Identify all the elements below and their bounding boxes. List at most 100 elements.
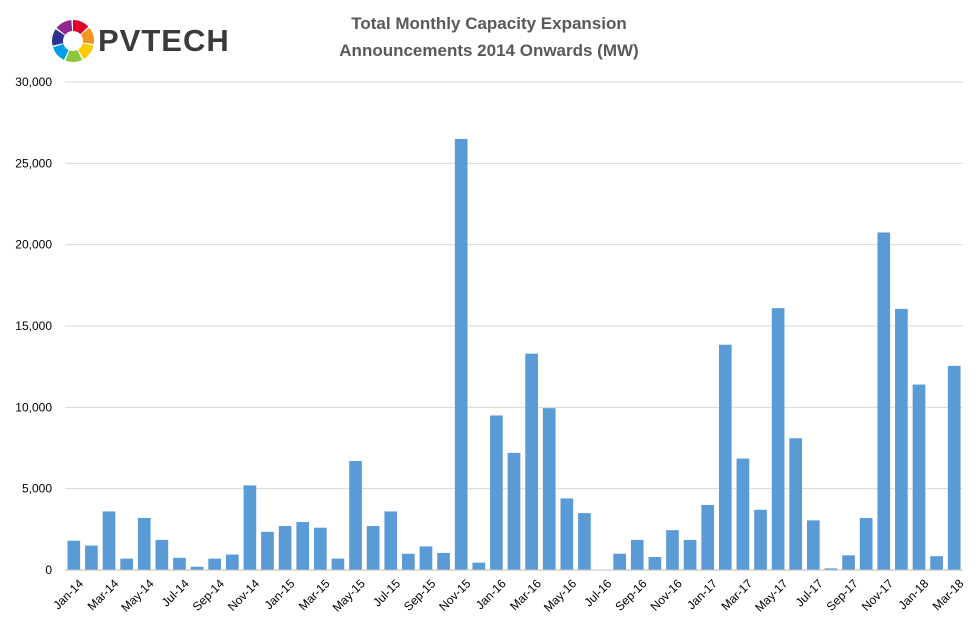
bar-Jan-14 [67, 540, 81, 570]
logo-graphic: PVTECH [52, 20, 230, 62]
bar-Aug-15 [402, 553, 415, 570]
x-tick-label: May-14 [118, 576, 156, 614]
y-tick-label: 0 [45, 563, 52, 577]
x-tick-label: Jul-16 [581, 576, 614, 609]
y-tick-label: 15,000 [15, 319, 52, 333]
y-tick-label: 30,000 [15, 75, 52, 89]
bar-Mar-14 [102, 511, 116, 570]
bar-Feb-15 [296, 522, 310, 570]
bar-Mar-16 [525, 353, 538, 570]
bar-May-14 [137, 517, 151, 570]
bar-Apr-17 [754, 509, 767, 570]
bar-Jun-15 [366, 526, 380, 570]
bar-Dec-15 [472, 562, 486, 570]
bar-Oct-15 [437, 552, 450, 570]
bar-Feb-18 [930, 556, 943, 570]
bar-Oct-17 [859, 517, 873, 570]
x-tick-label: Nov-17 [859, 576, 896, 613]
bar-Mar-18 [947, 365, 961, 570]
bar-Jan-15 [278, 526, 292, 570]
x-tick-label: Jan-15 [262, 576, 298, 612]
bar-Feb-16 [507, 452, 521, 570]
bar-Feb-17 [718, 344, 732, 570]
bar-Apr-14 [120, 558, 133, 570]
bar-Jan-16 [490, 415, 503, 570]
logo-ring-segment [73, 20, 89, 35]
bar-Jul-14 [173, 557, 186, 570]
y-tick-label: 5,000 [22, 482, 52, 496]
bar-Jun-16 [578, 513, 591, 570]
bar-Jun-14 [155, 539, 169, 570]
bar-Jun-17 [789, 438, 803, 570]
y-axis-ticks: 0 5,000 10,000 15,000 20,000 25,000 30,000 [15, 75, 52, 577]
x-tick-label: May-17 [752, 576, 790, 614]
logo-ring-segment [65, 50, 83, 62]
x-tick-label: Mar-14 [85, 576, 122, 613]
x-tick-label: Jul-14 [159, 576, 192, 609]
x-tick-label: May-16 [541, 576, 579, 614]
logo-ring-segment [78, 43, 94, 60]
bar-Nov-14 [243, 485, 257, 570]
chart-title-line-1: Total Monthly Capacity Expansion [351, 14, 627, 33]
bar-May-17 [771, 308, 785, 570]
y-tick-label: 10,000 [15, 400, 52, 414]
pvtech-logo: PVTECH [48, 10, 248, 72]
logo-ring-segment [52, 29, 65, 46]
x-tick-label: Sep-17 [824, 576, 861, 613]
bar-Sep-15 [419, 546, 433, 570]
x-tick-label: Jul-15 [370, 576, 403, 609]
bar-Aug-16 [613, 553, 626, 570]
x-tick-label: Sep-15 [401, 576, 438, 613]
bar-Oct-16 [648, 556, 662, 570]
bars [67, 138, 961, 570]
bar-Oct-14 [225, 554, 239, 570]
bar-Mar-15 [313, 527, 327, 570]
bar-Nov-15 [454, 138, 468, 570]
x-tick-label: Jul-17 [793, 576, 826, 609]
chart-title-line-2: Announcements 2014 Onwards (MW) [339, 41, 638, 60]
bar-Dec-14 [261, 531, 274, 570]
logo-ring-segment [80, 27, 94, 45]
x-tick-label: May-15 [330, 576, 368, 614]
x-tick-label: Nov-16 [648, 576, 685, 613]
bar-Aug-14 [190, 566, 204, 570]
bar-Mar-17 [736, 458, 750, 570]
bar-Jan-18 [912, 384, 926, 570]
bar-May-15 [349, 461, 362, 570]
bar-Sep-17 [842, 555, 855, 570]
x-tick-label: Sep-14 [190, 576, 227, 613]
x-tick-label: Sep-16 [612, 576, 649, 613]
x-tick-label: Jan-16 [473, 576, 509, 612]
bar-Jan-17 [701, 504, 715, 570]
bar-Sep-14 [208, 558, 222, 570]
x-tick-label: Mar-18 [930, 576, 967, 613]
bar-Nov-17 [877, 232, 891, 570]
bar-Jul-15 [384, 511, 398, 570]
x-tick-label: Mar-15 [296, 576, 333, 613]
bar-Apr-15 [331, 558, 345, 570]
bar-Aug-17 [824, 568, 838, 570]
bar-Nov-16 [666, 530, 679, 570]
logo-ring-segment [52, 43, 69, 60]
gridlines [65, 81, 963, 490]
bar-Apr-16 [542, 408, 556, 570]
logo-wordmark: PVTECH [98, 23, 230, 58]
bar-May-16 [560, 498, 574, 570]
x-tick-label: Jan-18 [895, 576, 931, 612]
bar-Jul-17 [806, 520, 820, 570]
x-tick-label: Nov-14 [225, 576, 262, 613]
x-tick-label: Jan-17 [684, 576, 720, 612]
bar-Dec-17 [895, 308, 908, 570]
x-tick-label: Jan-14 [50, 576, 86, 612]
logo-ring-segment [56, 20, 73, 35]
y-tick-label: 25,000 [15, 156, 52, 170]
y-tick-label: 20,000 [15, 238, 52, 252]
bar-Feb-14 [85, 545, 98, 570]
logo-ring-icon [52, 20, 94, 62]
x-tick-label: Mar-17 [718, 576, 755, 613]
x-tick-label: Mar-16 [507, 576, 544, 613]
x-tick-label: Nov-15 [436, 576, 473, 613]
